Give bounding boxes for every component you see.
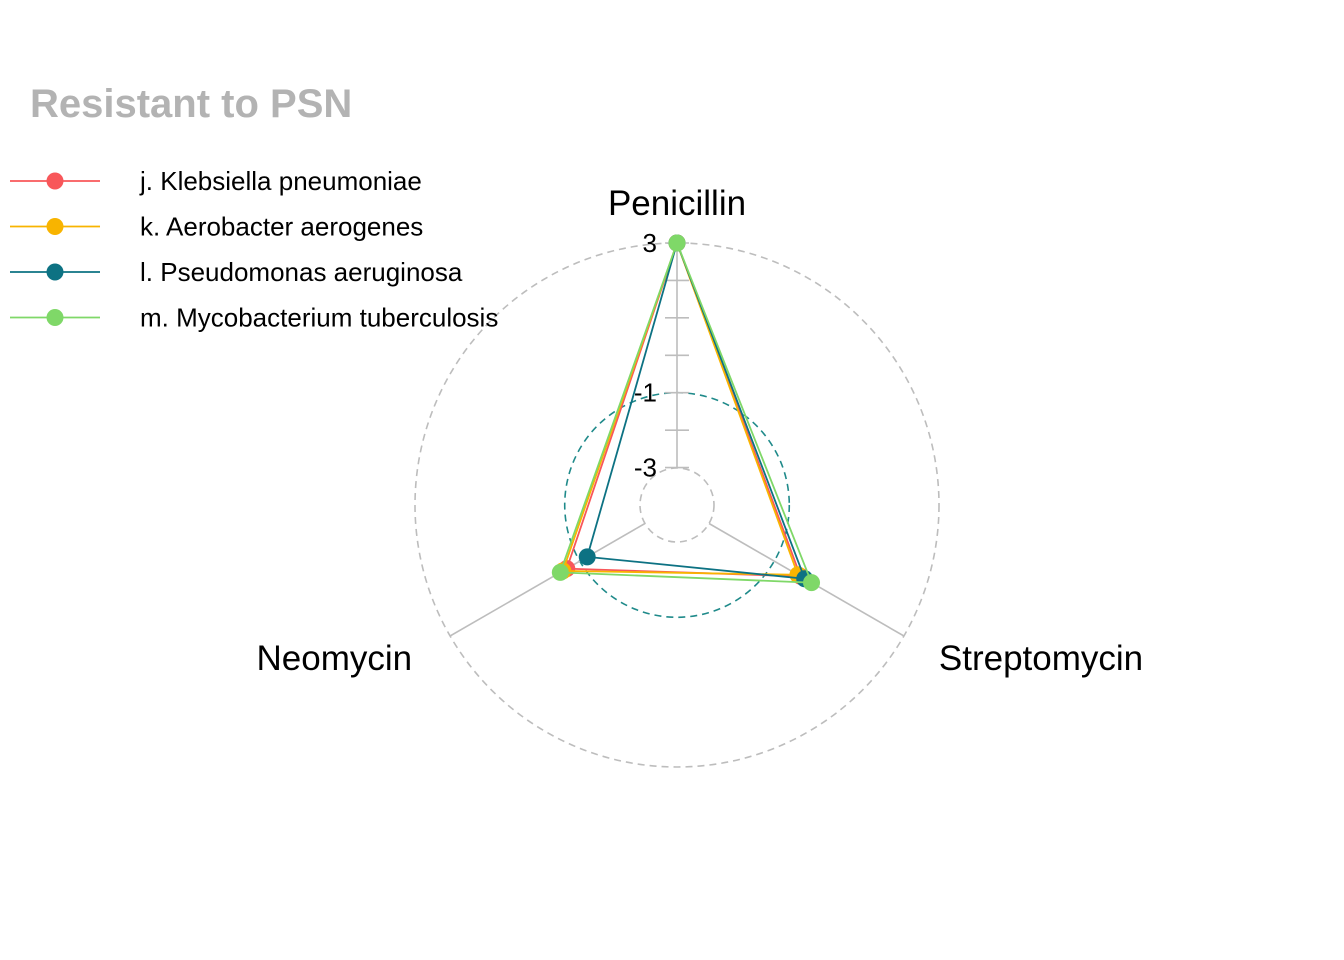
axis-labels: Penicillin Streptomycin Neomycin <box>256 184 1143 678</box>
series-line <box>565 240 802 578</box>
series-line <box>561 240 800 576</box>
legend-label: l. Pseudomonas aeruginosa <box>140 257 463 287</box>
legend-label: m. Mycobacterium tuberculosis <box>140 303 498 333</box>
axis-label-neomycin: Neomycin <box>256 639 412 678</box>
data-point-streptomycin <box>803 574 821 592</box>
series-layer <box>551 234 821 592</box>
legend-label: k. Aerobacter aerogenes <box>140 212 423 242</box>
axis-line-neomycin <box>449 522 646 637</box>
legend-label: j. Klebsiella pneumoniae <box>139 166 422 196</box>
series-j-klebsiella-pneumoniae <box>558 234 809 585</box>
grid-circle <box>414 242 940 768</box>
series-line <box>559 240 813 584</box>
data-point-penicillin <box>668 234 686 252</box>
series-l-pseudomonas-aeruginosa <box>578 234 814 588</box>
legend-marker <box>46 309 64 326</box>
series-m-mycobacterium-tuberculosis <box>551 234 821 592</box>
tick-labels: 3 -1 -3 <box>634 228 657 483</box>
legend-item: k. Aerobacter aerogenes <box>10 212 423 242</box>
legend-marker <box>46 263 64 281</box>
legend-marker <box>46 218 64 235</box>
series-line <box>586 240 807 580</box>
axis-label-penicillin: Penicillin <box>608 184 746 223</box>
tick-label: -3 <box>634 453 657 483</box>
tick-label: 3 <box>643 228 657 258</box>
axis-label-streptomycin: Streptomycin <box>939 639 1143 678</box>
legend-marker <box>46 172 64 190</box>
tick-label: -1 <box>634 378 657 408</box>
data-point-neomycin <box>578 548 596 566</box>
legend-item: l. Pseudomonas aeruginosa <box>10 257 463 287</box>
legend-item: m. Mycobacterium tuberculosis <box>10 303 498 333</box>
data-point-neomycin <box>551 563 569 581</box>
series-k-aerobacter-aerogenes <box>554 234 807 584</box>
legend-item: j. Klebsiella pneumoniae <box>10 166 422 196</box>
chart-title: Resistant to PSN <box>30 82 352 126</box>
legend: j. Klebsiella pneumoniae k. Aerobacter ae… <box>10 166 498 333</box>
